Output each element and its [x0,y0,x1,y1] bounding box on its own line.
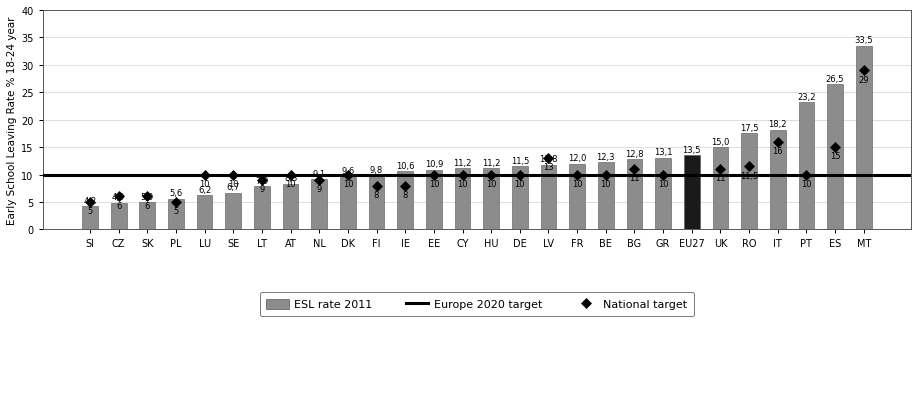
Text: 11,5: 11,5 [740,171,758,180]
Text: 10: 10 [515,180,525,188]
Text: 5: 5 [87,207,93,216]
Bar [340,177,356,230]
Text: 13,1: 13,1 [654,148,672,157]
Text: 5: 5 [174,207,179,216]
Text: 9: 9 [317,185,322,194]
Text: 15: 15 [830,152,840,161]
Text: 12,8: 12,8 [625,150,644,158]
Text: 10,6: 10,6 [396,162,414,170]
Text: 11: 11 [629,174,640,183]
Text: 17,5: 17,5 [740,124,758,133]
Bar [454,168,470,230]
Text: 6,7: 6,7 [227,183,240,192]
Text: 10: 10 [600,180,611,188]
Bar [827,85,843,230]
Bar [856,47,871,230]
Text: 13: 13 [543,163,554,172]
Bar [426,170,442,230]
Bar [569,164,585,230]
Text: 10,9: 10,9 [425,160,443,169]
Text: 33,5: 33,5 [855,36,873,45]
Bar [627,160,643,230]
Text: 11: 11 [715,174,725,183]
Text: 10: 10 [486,180,497,188]
Text: 10: 10 [658,180,668,188]
Bar [684,156,700,230]
Text: 4,9: 4,9 [112,192,125,202]
Bar [397,172,413,230]
Bar [111,203,127,230]
Text: 11,5: 11,5 [510,156,529,166]
Y-axis label: Early School Leaving Rate % 18-24 year: Early School Leaving Rate % 18-24 year [7,16,17,225]
Text: 6,2: 6,2 [198,186,211,194]
Bar [598,162,613,230]
Bar [254,186,270,230]
Text: 7,9: 7,9 [255,176,269,185]
Text: 11,2: 11,2 [482,158,500,167]
Bar [741,134,757,230]
Bar [196,196,212,230]
Bar [82,207,98,230]
Text: 4,2: 4,2 [84,196,96,205]
Text: 5,0: 5,0 [140,192,154,201]
Text: 9,6: 9,6 [341,167,354,176]
Text: 16: 16 [772,147,783,156]
Text: 29: 29 [858,75,869,85]
Text: 9: 9 [259,185,264,194]
Text: 10: 10 [801,180,812,188]
Text: 10: 10 [228,180,239,188]
Text: 23,2: 23,2 [797,93,815,101]
Text: 9,1: 9,1 [313,170,326,179]
Text: 12,0: 12,0 [568,154,587,163]
Bar [541,165,556,230]
Bar [168,199,184,230]
Bar [369,176,385,230]
Bar [283,184,298,230]
Text: 10: 10 [429,180,439,188]
Text: 10: 10 [342,180,353,188]
Bar [799,103,814,230]
Text: 8,3: 8,3 [284,174,297,183]
Text: 15,0: 15,0 [711,138,730,146]
Text: 18,2: 18,2 [768,120,787,129]
Text: 6: 6 [145,201,150,211]
Bar [655,158,671,230]
Text: 9,8: 9,8 [370,166,383,175]
Bar [712,148,728,230]
Bar [483,168,499,230]
Bar [140,203,155,230]
Text: 12,3: 12,3 [597,152,615,161]
Text: 6: 6 [116,201,121,211]
Text: 10: 10 [572,180,582,188]
Text: 10: 10 [199,180,210,188]
Text: 11,8: 11,8 [539,155,558,164]
Bar [770,130,786,230]
Legend: ESL rate 2011, Europe 2020 target, National target: ESL rate 2011, Europe 2020 target, Natio… [260,292,694,316]
Text: 8: 8 [374,190,379,199]
Text: 10: 10 [285,180,296,188]
Text: 11,2: 11,2 [453,158,472,167]
Text: 5,6: 5,6 [169,189,183,198]
Bar [311,180,327,230]
Bar [512,167,528,230]
Text: 10: 10 [457,180,468,188]
Text: 13,5: 13,5 [682,146,701,154]
Text: 8: 8 [402,190,408,199]
Text: 26,5: 26,5 [826,75,845,83]
Bar [226,193,241,230]
